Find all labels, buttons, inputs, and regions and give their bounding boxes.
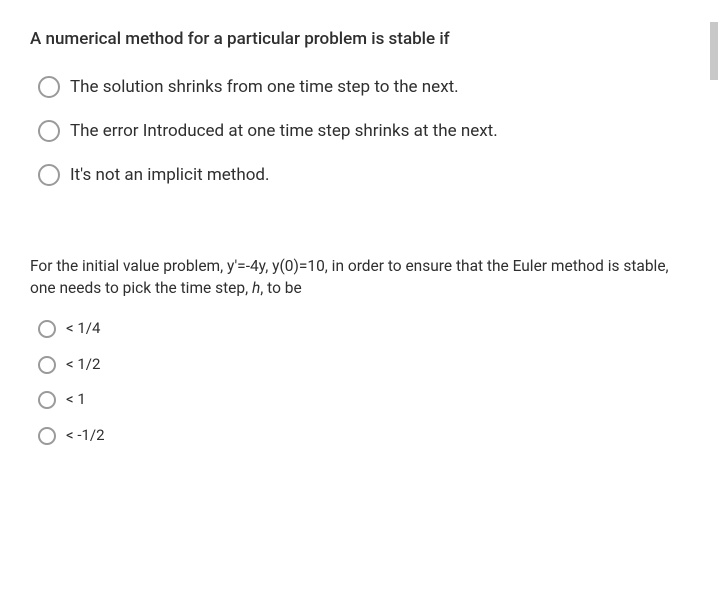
radio-icon[interactable] [38, 76, 60, 98]
question-1: A numerical method for a particular prob… [30, 28, 670, 186]
quiz-page: A numerical method for a particular prob… [0, 0, 700, 595]
question-2: For the initial value problem, y'=-4y, y… [30, 256, 670, 445]
radio-icon[interactable] [38, 120, 60, 142]
question-1-prompt: A numerical method for a particular prob… [30, 28, 670, 52]
scroll-thumb[interactable] [710, 22, 718, 80]
option-label: The error Introduced at one time step sh… [70, 120, 498, 142]
radio-icon[interactable] [38, 164, 60, 186]
prompt-part-a: For the initial value problem, y'=-4y, y… [30, 257, 669, 297]
prompt-part-b: , to be [260, 279, 301, 297]
radio-icon[interactable] [38, 320, 56, 338]
radio-icon[interactable] [38, 356, 56, 374]
option-row[interactable]: < 1/4 [38, 319, 670, 339]
option-label: It's not an implicit method. [70, 164, 269, 186]
question-2-options: < 1/4 < 1/2 < 1 < -1/2 [38, 319, 670, 445]
option-label: < 1 [66, 390, 86, 410]
spacer [30, 208, 670, 256]
option-label: < 1/2 [66, 355, 100, 375]
option-label: < -1/2 [66, 426, 105, 446]
option-label: < 1/4 [66, 319, 100, 339]
scrollbar[interactable] [708, 0, 720, 595]
option-row[interactable]: It's not an implicit method. [38, 164, 670, 186]
radio-icon[interactable] [38, 427, 56, 445]
question-2-prompt: For the initial value problem, y'=-4y, y… [30, 256, 670, 299]
option-row[interactable]: The error Introduced at one time step sh… [38, 120, 670, 142]
question-1-options: The solution shrinks from one time step … [38, 76, 670, 186]
option-row[interactable]: < 1/2 [38, 355, 670, 375]
option-label: The solution shrinks from one time step … [70, 76, 459, 98]
radio-icon[interactable] [38, 391, 56, 409]
option-row[interactable]: The solution shrinks from one time step … [38, 76, 670, 98]
option-row[interactable]: < -1/2 [38, 426, 670, 446]
option-row[interactable]: < 1 [38, 390, 670, 410]
